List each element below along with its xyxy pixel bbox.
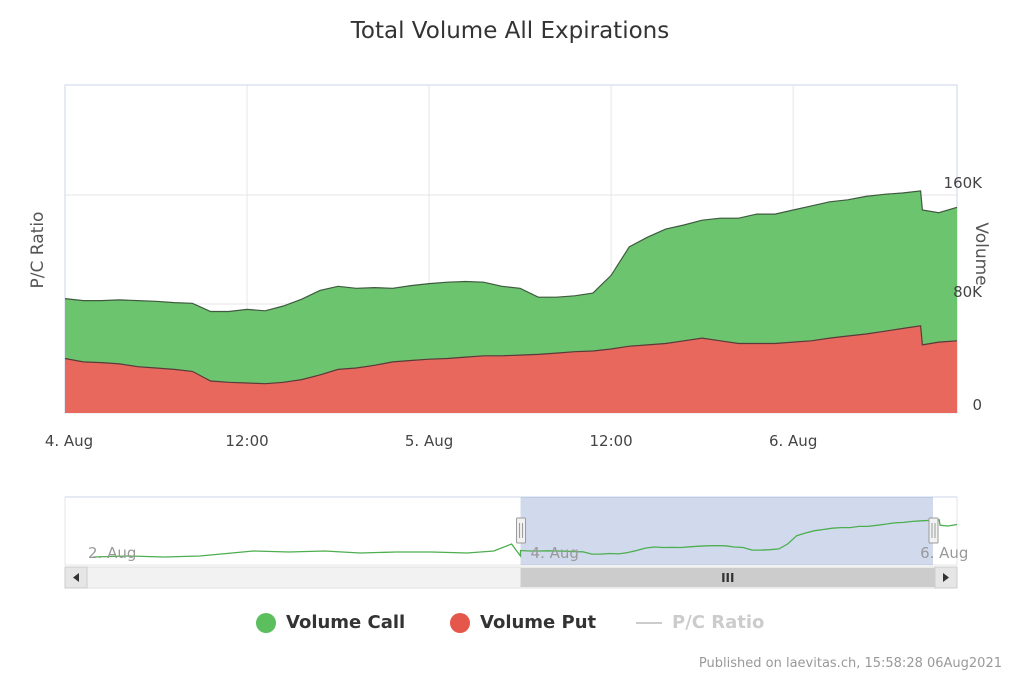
navigator-right-handle[interactable] (928, 517, 939, 544)
x-tick-label: 12:00 (225, 432, 268, 450)
series-line-volume-put (64, 325, 958, 385)
legend-dot-icon (256, 612, 276, 633)
legend-label: Volume Call (286, 612, 406, 633)
y-tick-label: 0 (972, 396, 982, 414)
chart-title: Total Volume All Expirations (350, 18, 669, 44)
legend-line-icon (636, 621, 662, 624)
plot-area: 4. Aug 12:00 5. Aug 12:00 6. Aug 0 80K 160K (45, 84, 984, 450)
navigator[interactable]: 2. Aug 4. Aug 6. Aug III (64, 496, 968, 589)
left-axis-label: P/C Ratio (28, 212, 48, 289)
legend-label: Volume Put (480, 612, 597, 633)
legend-item-pc-ratio[interactable]: P/C Ratio (636, 612, 764, 633)
scrollbar-thumb[interactable] (520, 568, 935, 587)
navigator-tick-label: 6. Aug (920, 544, 968, 562)
navigator-selected-range[interactable] (520, 497, 933, 565)
navigator-left-handle[interactable] (516, 517, 527, 544)
legend-item-volume-put[interactable]: Volume Put (450, 612, 596, 633)
x-tick-label: 5. Aug (405, 432, 453, 450)
handle-body (928, 517, 939, 544)
series-line-volume-call (64, 190, 958, 313)
navigator-background (64, 496, 958, 566)
x-tick-label: 12:00 (590, 432, 633, 450)
navigator-tick-label: 4. Aug (531, 544, 579, 562)
series-area-volume-put[interactable] (65, 325, 957, 413)
y-tick-label: 160K (944, 174, 984, 192)
arrow-right-icon (943, 573, 949, 582)
series-area-volume-call[interactable] (65, 190, 957, 384)
y-tick-label: 80K (953, 283, 983, 301)
x-tick-label: 4. Aug (45, 432, 93, 450)
x-tick-label: 6. Aug (769, 432, 817, 450)
legend-dot-icon (450, 612, 470, 633)
navigator-tick-label: 2. Aug (88, 544, 136, 562)
legend-item-volume-call[interactable]: Volume Call (256, 612, 405, 633)
arrow-left-icon (73, 573, 79, 582)
scrollbar-grip-icon: III (721, 571, 734, 585)
navigator-series-line (92, 519, 958, 558)
right-axis-label: Volume (971, 222, 991, 285)
credits-text: Published on laevitas.ch, 15:58:28 06Aug… (698, 656, 1002, 671)
legend: Volume Call Volume Put P/C Ratio (0, 612, 1024, 648)
legend-label: P/C Ratio (672, 612, 765, 633)
handle-body (516, 517, 527, 544)
